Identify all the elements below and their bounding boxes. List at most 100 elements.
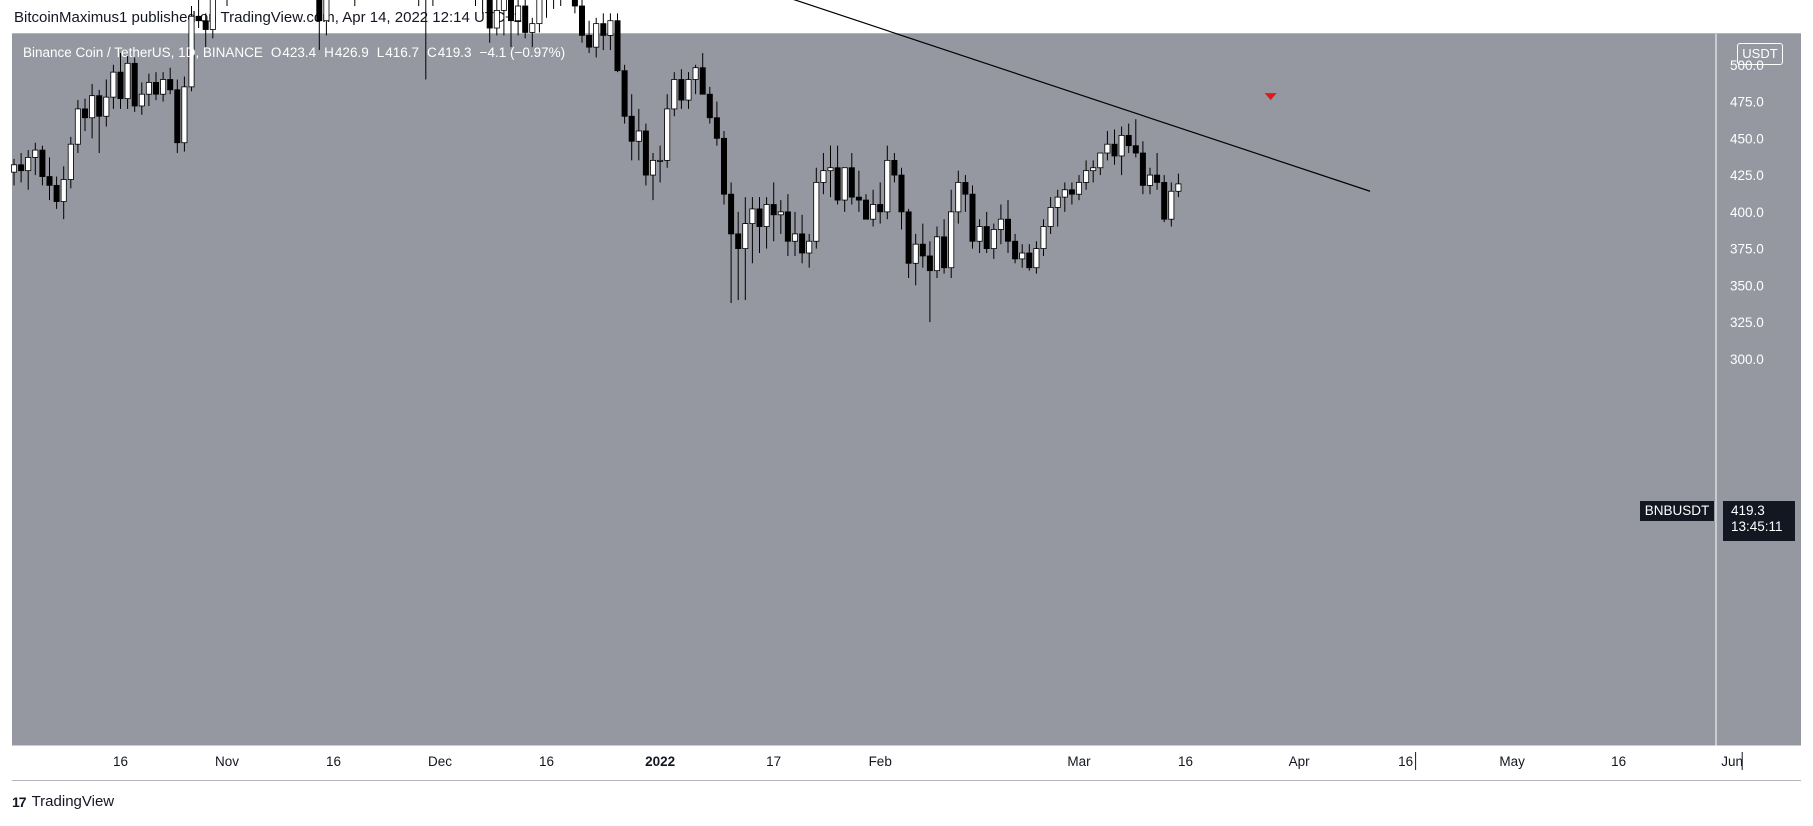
candle-up bbox=[593, 23, 600, 48]
candle-up bbox=[884, 159, 891, 213]
candle-down bbox=[799, 233, 806, 254]
price-tick-label: 425.0 bbox=[1730, 168, 1764, 183]
candle-up bbox=[181, 86, 188, 144]
candle-up bbox=[110, 71, 117, 98]
candle-down bbox=[770, 204, 777, 216]
date-tick-label: Mar bbox=[1067, 754, 1091, 769]
candle-up bbox=[635, 130, 642, 142]
candle-down bbox=[316, 0, 323, 22]
candle-up bbox=[1033, 248, 1040, 269]
candle-up bbox=[209, 0, 216, 30]
candle-down bbox=[152, 82, 159, 95]
ticker-label: BNBUSDT bbox=[1640, 501, 1714, 521]
candle-up bbox=[1097, 152, 1104, 169]
candle-down bbox=[614, 20, 621, 72]
candle-down bbox=[728, 193, 735, 235]
candle-up bbox=[650, 159, 657, 176]
candle-down bbox=[969, 193, 976, 242]
candle-down bbox=[898, 174, 905, 213]
candle-down bbox=[1132, 145, 1139, 154]
price-axis-area bbox=[1716, 34, 1801, 746]
candle-down bbox=[1161, 182, 1168, 220]
last-price: 419.3 bbox=[1731, 503, 1765, 518]
high-label: H bbox=[324, 45, 334, 60]
date-tick-label: Nov bbox=[215, 754, 239, 769]
candle-up bbox=[1090, 167, 1097, 172]
bar-countdown: 13:45:11 bbox=[1731, 519, 1783, 534]
candle-down bbox=[39, 149, 46, 177]
candle-up bbox=[742, 223, 749, 249]
candle-up bbox=[60, 179, 67, 202]
date-tick-label: Feb bbox=[869, 754, 892, 769]
candle-down bbox=[1139, 152, 1146, 186]
date-tick-label: 16 bbox=[1398, 754, 1413, 769]
date-tick-label: 16 bbox=[1178, 754, 1193, 769]
candle-down bbox=[1154, 174, 1161, 183]
candle-down bbox=[82, 108, 89, 119]
candle-up bbox=[976, 226, 983, 242]
open-value: 423.4 bbox=[282, 45, 317, 60]
candle-up bbox=[692, 67, 699, 80]
candle-up bbox=[493, 9, 500, 29]
candle-down bbox=[642, 130, 649, 176]
candle-up bbox=[32, 149, 39, 158]
candle-up bbox=[145, 82, 152, 95]
price-tick-label: 375.0 bbox=[1730, 242, 1764, 257]
candle-up bbox=[813, 182, 820, 242]
candle-down bbox=[1068, 189, 1075, 195]
candle-up bbox=[657, 159, 664, 162]
price-tick-label: 400.0 bbox=[1730, 205, 1764, 220]
date-tick-label: 2022 bbox=[645, 754, 675, 769]
low-value: 416.7 bbox=[385, 45, 420, 60]
candle-up bbox=[1118, 134, 1125, 157]
candle-up bbox=[763, 204, 770, 227]
candle-up bbox=[10, 164, 17, 173]
candle-up bbox=[948, 211, 955, 269]
candle-down bbox=[1005, 218, 1012, 242]
footer-brand[interactable]: 17 TradingView bbox=[12, 793, 114, 810]
candle-down bbox=[834, 167, 841, 201]
candle-up bbox=[67, 143, 74, 180]
candle-down bbox=[579, 5, 586, 36]
candle-up bbox=[1047, 207, 1054, 227]
price-tick-label: 500.0 bbox=[1730, 58, 1764, 73]
candle-down bbox=[713, 117, 720, 139]
date-tick-label: 16 bbox=[1611, 754, 1626, 769]
candle-up bbox=[749, 208, 756, 225]
candle-down bbox=[891, 159, 898, 176]
candle-up bbox=[1054, 196, 1061, 208]
drawings bbox=[793, 0, 1371, 192]
candle-up bbox=[1019, 252, 1026, 260]
candle-down bbox=[721, 137, 728, 195]
candle-down bbox=[571, 0, 578, 7]
candle-down bbox=[678, 79, 685, 101]
price-axis[interactable]: 700.0675.0650.0625.0600.0575.0550.0525.0… bbox=[1730, 0, 1764, 367]
date-tick-label: Apr bbox=[1289, 754, 1311, 769]
candle-up bbox=[74, 108, 81, 145]
date-tick-label: 17 bbox=[766, 754, 781, 769]
candles bbox=[10, 0, 1182, 323]
price-tick-label: 325.0 bbox=[1730, 315, 1764, 330]
candle-up bbox=[1175, 183, 1182, 192]
candle-up bbox=[25, 157, 32, 172]
candle-up bbox=[124, 62, 131, 100]
candle-down bbox=[941, 236, 948, 269]
close-value: 419.3 bbox=[437, 45, 472, 60]
candle-up bbox=[997, 218, 1004, 230]
brand-name: TradingView bbox=[31, 793, 115, 810]
candle-up bbox=[664, 108, 671, 161]
down-arrow-icon bbox=[1264, 93, 1277, 101]
candle-up bbox=[1104, 143, 1111, 154]
candle-down bbox=[195, 15, 202, 22]
candle-up bbox=[1147, 174, 1154, 186]
price-tick-label: 475.0 bbox=[1730, 95, 1764, 110]
candle-up bbox=[89, 95, 96, 119]
candle-down bbox=[848, 167, 855, 198]
candle-down bbox=[522, 5, 529, 33]
candle-down bbox=[756, 208, 763, 227]
plot-area bbox=[12, 34, 1716, 746]
currency-unit-badge[interactable]: USDT bbox=[1737, 43, 1783, 65]
candle-up bbox=[1168, 190, 1175, 220]
time-axis[interactable]: 16 Nov 16 Dec 16 2022 17 Feb Mar 16 Apr 16 May 16 Jun bbox=[113, 752, 1743, 770]
